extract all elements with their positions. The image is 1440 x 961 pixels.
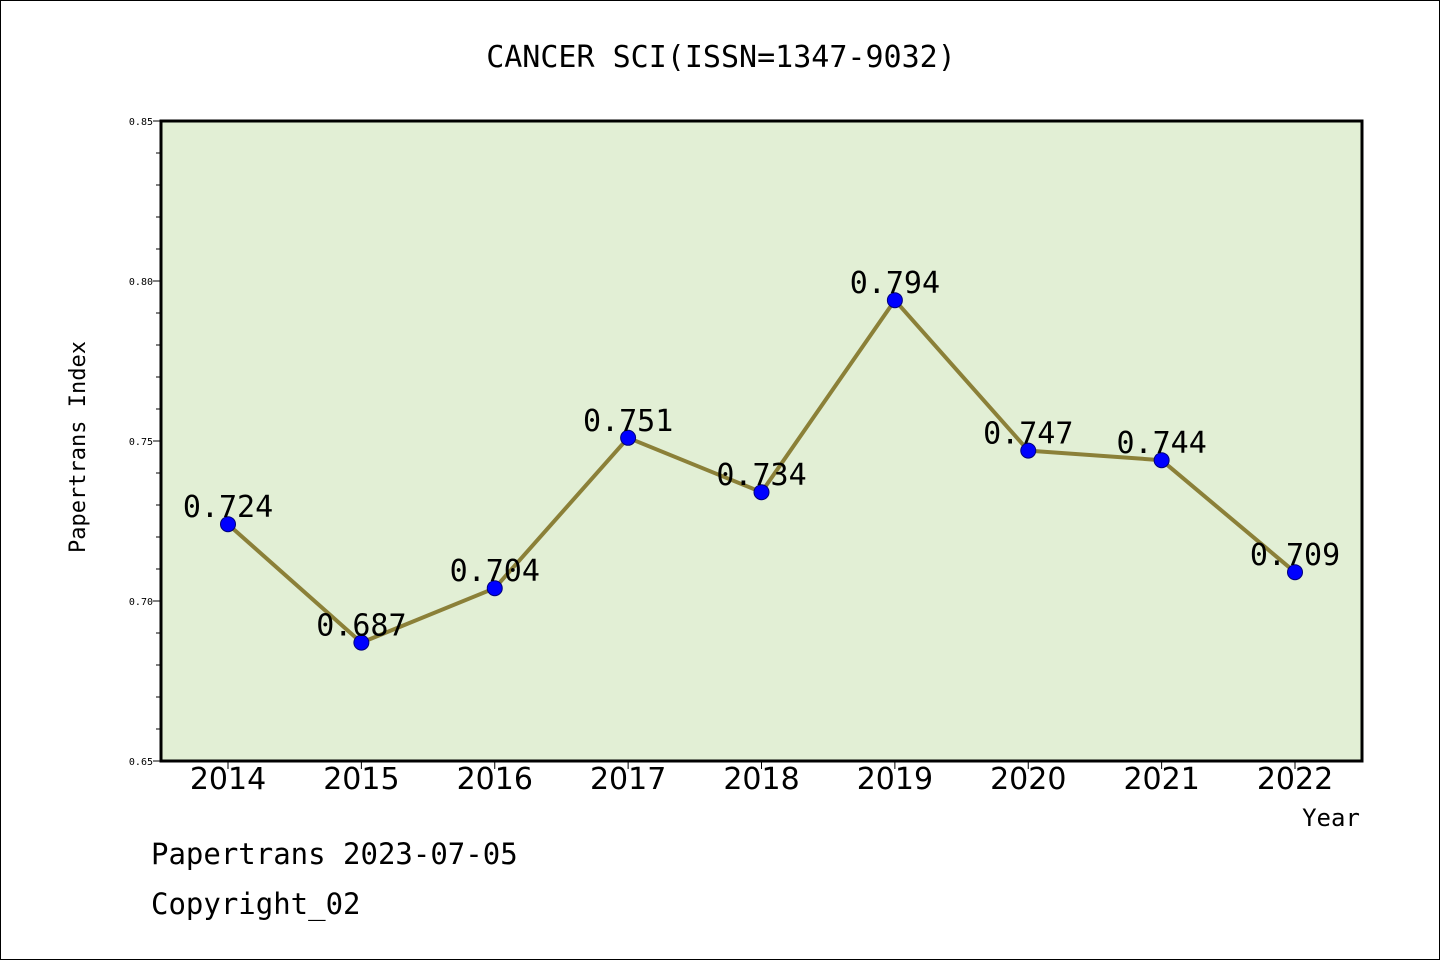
data-label: 0.744 bbox=[1116, 426, 1206, 461]
y-tick-label: 0.65 bbox=[129, 757, 153, 768]
data-label: 0.687 bbox=[316, 609, 406, 644]
x-tick-label: 2021 bbox=[1123, 762, 1199, 797]
data-point-marker bbox=[1020, 442, 1037, 459]
footer-copyright-text: Copyright_02 bbox=[151, 887, 361, 921]
data-label: 0.709 bbox=[1250, 538, 1340, 573]
data-point-marker bbox=[1153, 452, 1170, 469]
data-point-marker bbox=[753, 484, 770, 501]
data-label: 0.724 bbox=[183, 490, 273, 525]
axis-ticks: 0.65 0.70 0.75 0.80 0.85 2014 2015 2016 2017 2018… bbox=[129, 117, 1333, 797]
data-point-marker bbox=[486, 580, 503, 597]
y-tick-label: 0.85 bbox=[129, 117, 153, 128]
x-tick-label: 2018 bbox=[723, 762, 799, 797]
series-layer: 0.724 0.687 0.704 0.751 0.734 0.794 0.747 0.744… bbox=[183, 266, 1340, 651]
y-tick-label: 0.70 bbox=[129, 597, 153, 608]
y-tick-label: 0.80 bbox=[129, 277, 153, 288]
data-point-marker bbox=[886, 292, 903, 309]
x-axis-label: Year bbox=[1302, 804, 1360, 832]
data-label: 0.794 bbox=[850, 266, 940, 301]
footer-date-text: Papertrans 2023-07-05 bbox=[151, 837, 518, 871]
data-point-marker bbox=[620, 429, 637, 446]
plot-border bbox=[159, 119, 1364, 763]
data-label: 0.704 bbox=[450, 554, 540, 589]
x-tick-label: 2019 bbox=[857, 762, 933, 797]
plot-area bbox=[161, 121, 1362, 761]
y-axis-label: Papertrans Index bbox=[66, 341, 91, 553]
y-tick-label: 0.75 bbox=[129, 437, 153, 448]
data-point-marker bbox=[1287, 564, 1303, 581]
chart-title: CANCER SCI(ISSN=1347-9032) bbox=[486, 40, 956, 75]
x-tick-label: 2014 bbox=[190, 762, 266, 797]
x-tick-label: 2015 bbox=[323, 762, 399, 797]
x-tick-label: 2016 bbox=[457, 762, 533, 797]
x-tick-label: 2022 bbox=[1257, 762, 1333, 797]
data-label: 0.747 bbox=[983, 417, 1073, 452]
data-point-marker bbox=[353, 634, 370, 651]
data-label: 0.751 bbox=[583, 404, 673, 439]
x-tick-label: 2017 bbox=[590, 762, 666, 797]
x-tick-label: 2020 bbox=[990, 762, 1066, 797]
data-point-marker bbox=[220, 516, 236, 533]
data-label: 0.734 bbox=[716, 458, 806, 493]
